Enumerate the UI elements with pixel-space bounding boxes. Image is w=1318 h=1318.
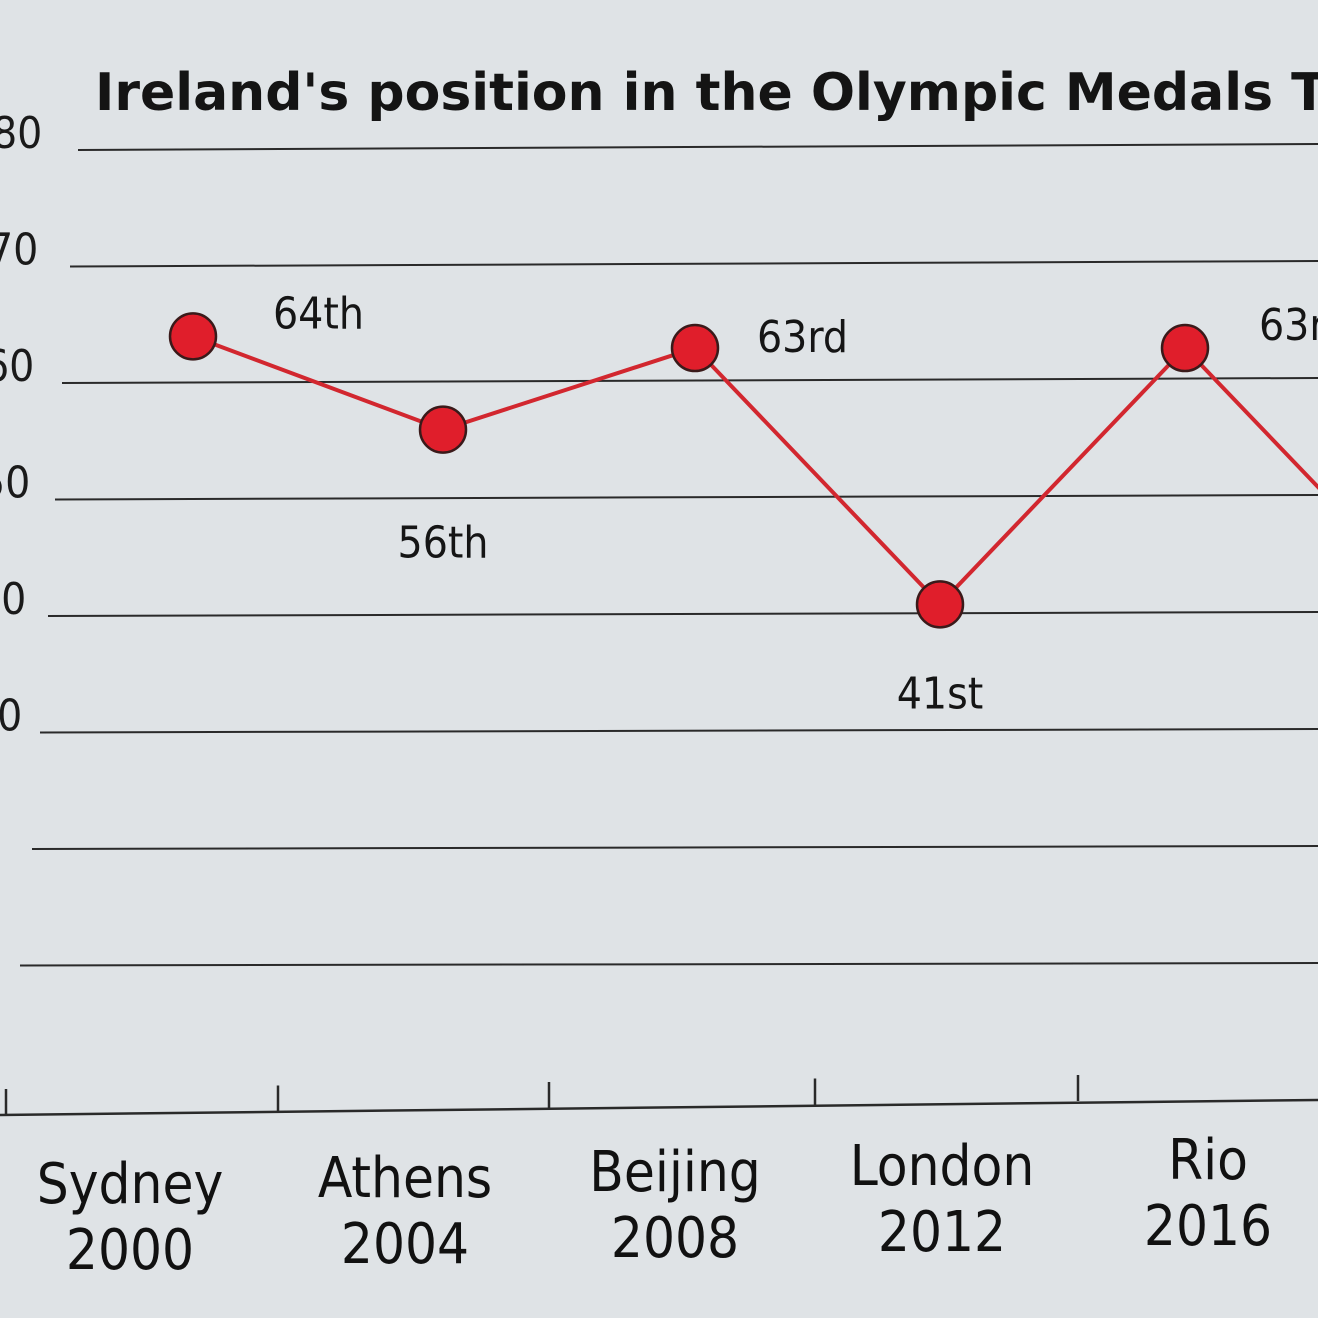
data-point xyxy=(418,405,468,454)
category-label: London 2012 xyxy=(850,1134,1035,1265)
gridlines xyxy=(19,143,1318,967)
gridline xyxy=(47,611,1318,617)
y-tick-label: 50 xyxy=(0,458,30,509)
data-label: 41st xyxy=(897,668,984,719)
x-axis-category-labels: Sydney 2000 Athens 2004 Beijing 2008 London 201… xyxy=(37,1128,1272,1283)
gridline xyxy=(19,962,1318,967)
chart-title: Ireland's position in the Olympic Medals… xyxy=(95,63,1318,123)
x-axis xyxy=(0,1075,1318,1117)
data-point xyxy=(915,580,965,629)
data-label: 63rd xyxy=(757,312,848,363)
data-label: 64th xyxy=(273,288,364,339)
data-label: 56th xyxy=(398,518,489,569)
y-tick-label: 70 xyxy=(0,225,38,276)
gridline xyxy=(39,728,1318,734)
data-point xyxy=(670,323,720,373)
y-axis-tick-labels: 80 70 60 50 40 30 xyxy=(0,108,42,742)
data-point xyxy=(168,312,218,361)
category-label: Rio 2016 xyxy=(1144,1128,1272,1259)
series xyxy=(168,312,1318,629)
y-tick-label: 80 xyxy=(0,108,42,159)
gridline xyxy=(31,845,1318,850)
data-labels: 64th 56th 63rd 41st 63rd xyxy=(273,288,1318,719)
category-label: Sydney 2000 xyxy=(37,1152,224,1283)
gridline xyxy=(77,143,1318,151)
data-point xyxy=(1160,323,1210,373)
data-label: 63rd xyxy=(1259,300,1318,351)
y-tick-label: 60 xyxy=(0,341,34,392)
category-label: Beijing 2008 xyxy=(589,1140,761,1271)
gridline xyxy=(54,494,1318,501)
y-tick-label: 30 xyxy=(0,691,22,742)
x-axis-line xyxy=(0,1098,1318,1117)
series-line xyxy=(192,334,1318,608)
gridline xyxy=(69,260,1318,268)
gridline xyxy=(61,377,1318,384)
y-tick-label: 40 xyxy=(0,574,26,625)
category-label: Athens 2004 xyxy=(318,1146,492,1277)
